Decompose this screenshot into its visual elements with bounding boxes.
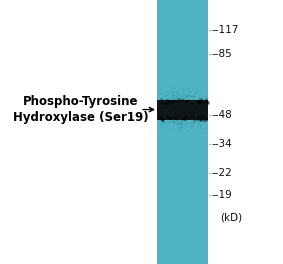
Bar: [157, 100, 208, 120]
Text: --117: --117: [212, 25, 239, 35]
Text: --85: --85: [212, 49, 232, 59]
Text: --48: --48: [212, 110, 232, 120]
Text: --19: --19: [212, 190, 232, 200]
Text: --34: --34: [212, 139, 232, 149]
Text: (kD): (kD): [220, 213, 242, 223]
Text: Phospho-Tyrosine: Phospho-Tyrosine: [23, 95, 138, 108]
Text: Hydroxylase (Ser19): Hydroxylase (Ser19): [13, 111, 149, 124]
Text: --22: --22: [212, 168, 232, 178]
Bar: [157, 0, 208, 264]
